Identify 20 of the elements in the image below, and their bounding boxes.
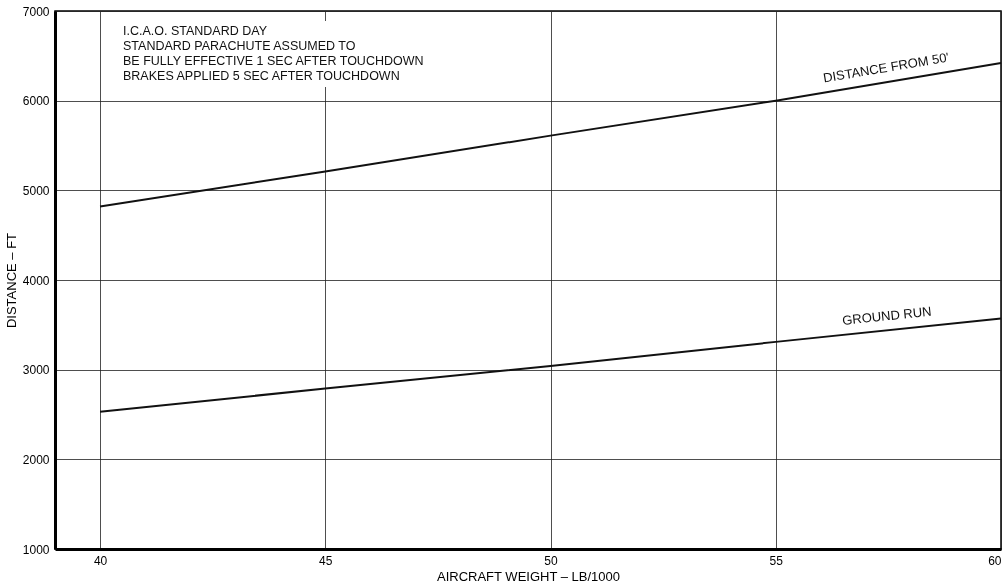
x-tick-label: 55	[769, 553, 784, 568]
y-tick-label: 5000	[22, 183, 50, 198]
y-tick-label: 6000	[22, 94, 50, 109]
y-tick-label: 1000	[22, 542, 50, 557]
x-tick-label: 45	[319, 553, 333, 568]
y-axis-title: DISTANCE – FT	[3, 232, 19, 329]
y-tick-label: 7000	[22, 4, 50, 19]
x-tick-label: 60	[988, 553, 1002, 568]
x-axis-title: AIRCRAFT WEIGHT – LB/1000	[436, 568, 621, 584]
x-tick-label: 50	[544, 553, 559, 568]
annotation: BRAKES APPLIED 5 SEC AFTER TOUCHDOWN	[123, 69, 400, 83]
x-tick-label: 40	[93, 553, 108, 568]
annotation: BE FULLY EFFECTIVE 1 SEC AFTER TOUCHDOWN	[123, 54, 424, 68]
text: DISTANCE FROM 50'	[822, 49, 950, 86]
y-tick-label: 4000	[22, 273, 50, 288]
annotation: I.C.A.O. STANDARD DAY	[123, 24, 268, 38]
y-tick-label: 2000	[22, 452, 50, 467]
annotation: STANDARD PARACHUTE ASSUMED TO	[123, 39, 356, 53]
text: GROUND RUN	[841, 303, 933, 328]
y-tick-label: 3000	[22, 363, 50, 378]
